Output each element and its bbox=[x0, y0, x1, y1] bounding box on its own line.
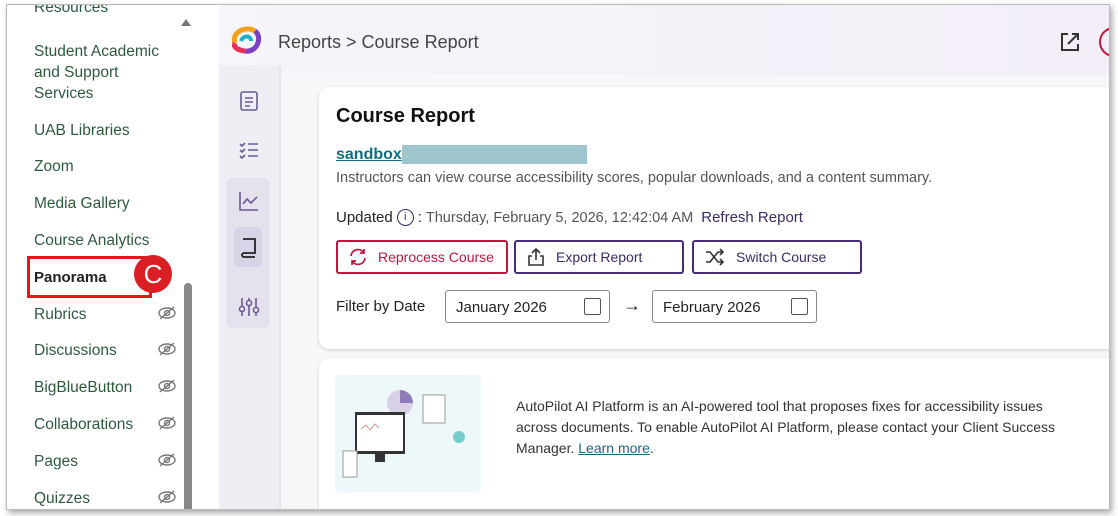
nav-collaborations[interactable]: Collaborations bbox=[34, 416, 134, 433]
end-date-picker[interactable]: February 2026 bbox=[652, 290, 817, 323]
eye-off-icon bbox=[158, 379, 176, 393]
panorama-app: Reports > Course Report Course Report sa… bbox=[219, 5, 1109, 509]
report-description: Instructors can view course accessibilit… bbox=[336, 170, 933, 186]
course-link[interactable]: sandbox bbox=[336, 146, 402, 163]
refresh-icon bbox=[350, 248, 366, 266]
breadcrumb: Reports > Course Report bbox=[278, 32, 479, 52]
sliders-icon[interactable] bbox=[237, 295, 261, 319]
external-link-icon[interactable] bbox=[1059, 31, 1081, 53]
arrow-right-icon: → bbox=[623, 295, 641, 315]
calendar-icon bbox=[584, 298, 601, 315]
switch-label: Switch Course bbox=[736, 249, 827, 265]
document-icon[interactable] bbox=[237, 89, 261, 113]
reprocess-course-button[interactable]: Reprocess Course bbox=[336, 240, 508, 274]
chart-icon[interactable] bbox=[237, 189, 261, 213]
updated-row: Updated i : Thursday, February 5, 2026, … bbox=[336, 209, 803, 226]
course-nav: Resources Student Academic and Support S… bbox=[7, 5, 219, 509]
period: . bbox=[649, 440, 654, 456]
updated-timestamp: Thursday, February 5, 2026, 12:42:04 AM bbox=[425, 209, 694, 226]
refresh-report-link[interactable]: Refresh Report bbox=[701, 209, 803, 226]
info-icon[interactable]: i bbox=[396, 209, 414, 226]
nav-rubrics[interactable]: Rubrics bbox=[34, 306, 87, 323]
user-avatar[interactable] bbox=[1099, 27, 1109, 57]
scroll-up-arrow[interactable] bbox=[181, 19, 191, 26]
app-header: Reports > Course Report bbox=[219, 5, 1109, 75]
share-export-icon bbox=[528, 247, 544, 266]
rail-active-item bbox=[234, 227, 262, 267]
nav-resources[interactable]: Resources bbox=[34, 4, 109, 13]
book-icon[interactable] bbox=[237, 235, 261, 259]
eye-off-icon bbox=[158, 306, 176, 320]
nav-pages[interactable]: Pages bbox=[34, 453, 78, 470]
start-date-value: January 2026 bbox=[456, 299, 547, 316]
autopilot-text: AutoPilot AI Platform is an AI-powered t… bbox=[516, 398, 1056, 456]
updated-label: Updated bbox=[336, 209, 393, 226]
page-title: Course Report bbox=[336, 105, 475, 127]
callout-badge: C bbox=[134, 255, 172, 293]
nav-uab-libraries[interactable]: UAB Libraries bbox=[34, 122, 130, 139]
end-date-value: February 2026 bbox=[663, 299, 761, 316]
autopilot-description: AutoPilot AI Platform is an AI-powered t… bbox=[516, 396, 1086, 459]
autopilot-illustration bbox=[335, 375, 481, 493]
nav-panorama[interactable]: Panorama bbox=[34, 269, 107, 286]
filter-label: Filter by Date bbox=[336, 298, 426, 315]
eye-off-icon bbox=[158, 453, 176, 467]
nav-course-analytics[interactable]: Course Analytics bbox=[34, 232, 150, 249]
shuffle-icon bbox=[706, 248, 725, 266]
export-report-button[interactable]: Export Report bbox=[514, 240, 684, 274]
eye-off-icon bbox=[158, 490, 176, 504]
sidebar-scrollbar[interactable] bbox=[184, 283, 192, 509]
start-date-picker[interactable]: January 2026 bbox=[445, 290, 610, 323]
checklist-icon[interactable] bbox=[237, 138, 261, 162]
panorama-logo bbox=[231, 26, 262, 54]
export-label: Export Report bbox=[556, 249, 643, 265]
window: Resources Student Academic and Support S… bbox=[6, 4, 1110, 510]
eye-off-icon bbox=[158, 342, 176, 356]
switch-course-button[interactable]: Switch Course bbox=[692, 240, 862, 274]
reprocess-label: Reprocess Course bbox=[378, 249, 494, 265]
learn-more-link[interactable]: Learn more bbox=[578, 440, 650, 456]
nav-bigbluebutton[interactable]: BigBlueButton bbox=[34, 379, 133, 396]
eye-off-icon bbox=[158, 416, 176, 430]
nav-quizzes[interactable]: Quizzes bbox=[34, 490, 90, 507]
calendar-icon bbox=[791, 298, 808, 315]
redacted-course-name bbox=[402, 145, 587, 164]
report-nav-rail bbox=[219, 65, 281, 509]
nav-media-gallery[interactable]: Media Gallery bbox=[34, 195, 130, 212]
nav-discussions[interactable]: Discussions bbox=[34, 342, 117, 359]
nav-zoom[interactable]: Zoom bbox=[34, 158, 74, 175]
nav-student-services[interactable]: Student Academic and Support Services bbox=[34, 43, 159, 102]
